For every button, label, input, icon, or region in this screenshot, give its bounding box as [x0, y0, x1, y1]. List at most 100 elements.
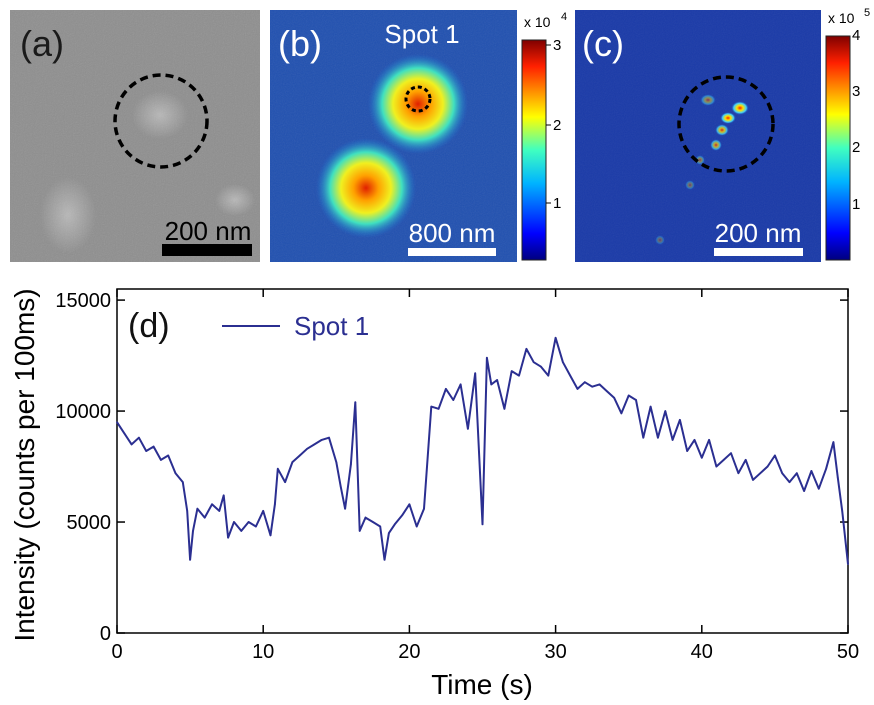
data-point	[576, 388, 579, 390]
data-point	[328, 436, 330, 439]
colorbar-c-ticklabel-2: 2	[852, 139, 860, 156]
data-point	[335, 461, 338, 463]
panel-c-dashed-circle	[677, 75, 775, 173]
colorbar-c-ticklabel-4: 4	[852, 27, 860, 44]
colorbar-c-exponent: 5	[864, 7, 870, 19]
data-point	[186, 510, 188, 512]
panel-c-localizations	[655, 94, 749, 245]
data-point	[613, 396, 615, 399]
data-point	[591, 385, 593, 388]
legend-label-spot-1: Spot 1	[294, 311, 369, 341]
y-tick-label: 5000	[67, 512, 112, 534]
data-point	[701, 456, 703, 459]
x-tick-label: 20	[398, 641, 420, 663]
data-point	[759, 472, 762, 475]
data-point	[490, 383, 493, 386]
data-point	[510, 370, 513, 372]
data-point	[222, 494, 225, 497]
data-point	[354, 401, 357, 403]
colorbar-b-exponent: 4	[561, 11, 567, 23]
data-point	[774, 454, 776, 457]
data-point	[598, 383, 601, 386]
data-point	[240, 530, 243, 532]
data-point	[364, 516, 367, 519]
y-tick-label: 0	[100, 623, 111, 645]
data-point	[486, 357, 488, 359]
data-point	[847, 563, 849, 565]
colorbar-c: x 10 5 1 2 3 4	[825, 7, 870, 261]
data-point	[547, 374, 550, 377]
x-tick-label: 30	[544, 641, 566, 663]
data-point	[116, 421, 118, 423]
panel-b-label: (b)	[278, 23, 322, 64]
data-point	[730, 452, 732, 455]
series-points	[116, 337, 849, 565]
data-point	[181, 481, 184, 483]
data-point	[160, 459, 162, 461]
data-point	[123, 432, 126, 435]
data-point	[339, 485, 342, 488]
panel-c-scalebar	[714, 248, 803, 256]
data-point	[350, 463, 352, 466]
panel-a-label: (a)	[20, 23, 64, 64]
data-point	[174, 472, 177, 475]
data-point	[196, 507, 199, 510]
x-tick-label: 0	[111, 641, 122, 663]
data-point	[817, 487, 820, 490]
data-point	[189, 558, 191, 561]
data-point	[167, 454, 169, 457]
data-point	[269, 534, 272, 537]
x-tick-label: 40	[691, 641, 713, 663]
data-point	[836, 476, 839, 479]
panel-b-spot-1	[368, 54, 468, 154]
data-point	[388, 532, 390, 534]
axis-tick-labels: 0 10 20 30 40 50 0 5000 10000 15000	[55, 290, 859, 663]
data-point	[467, 428, 469, 430]
data-point	[744, 459, 747, 461]
x-tick-label: 50	[837, 641, 859, 663]
panel-b: (b) Spot 1 800 nm	[270, 10, 517, 262]
panel-d-label: (d)	[128, 307, 170, 345]
data-point	[313, 443, 316, 446]
colorbar-b-exponent-base: x 10	[524, 14, 551, 30]
data-point	[562, 361, 564, 364]
data-point	[445, 388, 447, 390]
data-point	[284, 481, 286, 483]
data-point	[415, 525, 418, 528]
data-point	[722, 459, 725, 461]
data-point	[481, 523, 484, 526]
data-point	[247, 521, 250, 523]
data-point	[503, 408, 506, 410]
panel-c-scalebar-label: 200 nm	[715, 218, 802, 248]
data-point	[649, 405, 652, 408]
data-point	[496, 379, 498, 381]
panel-b-scalebar	[408, 248, 496, 256]
data-point	[379, 525, 381, 528]
data-point	[584, 381, 586, 384]
colorbar-b-ticklabel-2: 2	[553, 117, 561, 134]
panel-b-scalebar-label: 800 nm	[409, 218, 496, 248]
data-point	[459, 383, 462, 386]
colorbar-b: x 10 4 1 2 3	[521, 11, 567, 261]
data-point	[138, 436, 140, 439]
data-point	[430, 405, 433, 408]
data-point	[803, 490, 805, 492]
panel-d-chart: 0 10 20 30 40 50 0 5000 10000 15000 (d) Spot 1 Ti…	[9, 288, 859, 700]
colorbar-b-bar	[521, 39, 547, 261]
x-axis-label: Time (s)	[431, 669, 533, 700]
panel-a-dashed-circle	[113, 73, 209, 169]
panel-a-bright-region-2	[215, 184, 255, 216]
data-point	[452, 399, 455, 401]
data-point	[211, 503, 213, 506]
data-point	[540, 365, 542, 368]
data-point	[344, 507, 346, 510]
data-point	[130, 443, 133, 446]
data-point	[518, 374, 520, 377]
panel-c-noise	[575, 10, 821, 262]
data-point	[218, 510, 221, 512]
data-point	[788, 481, 791, 483]
data-point	[708, 439, 710, 441]
plot-frame	[116, 288, 849, 634]
